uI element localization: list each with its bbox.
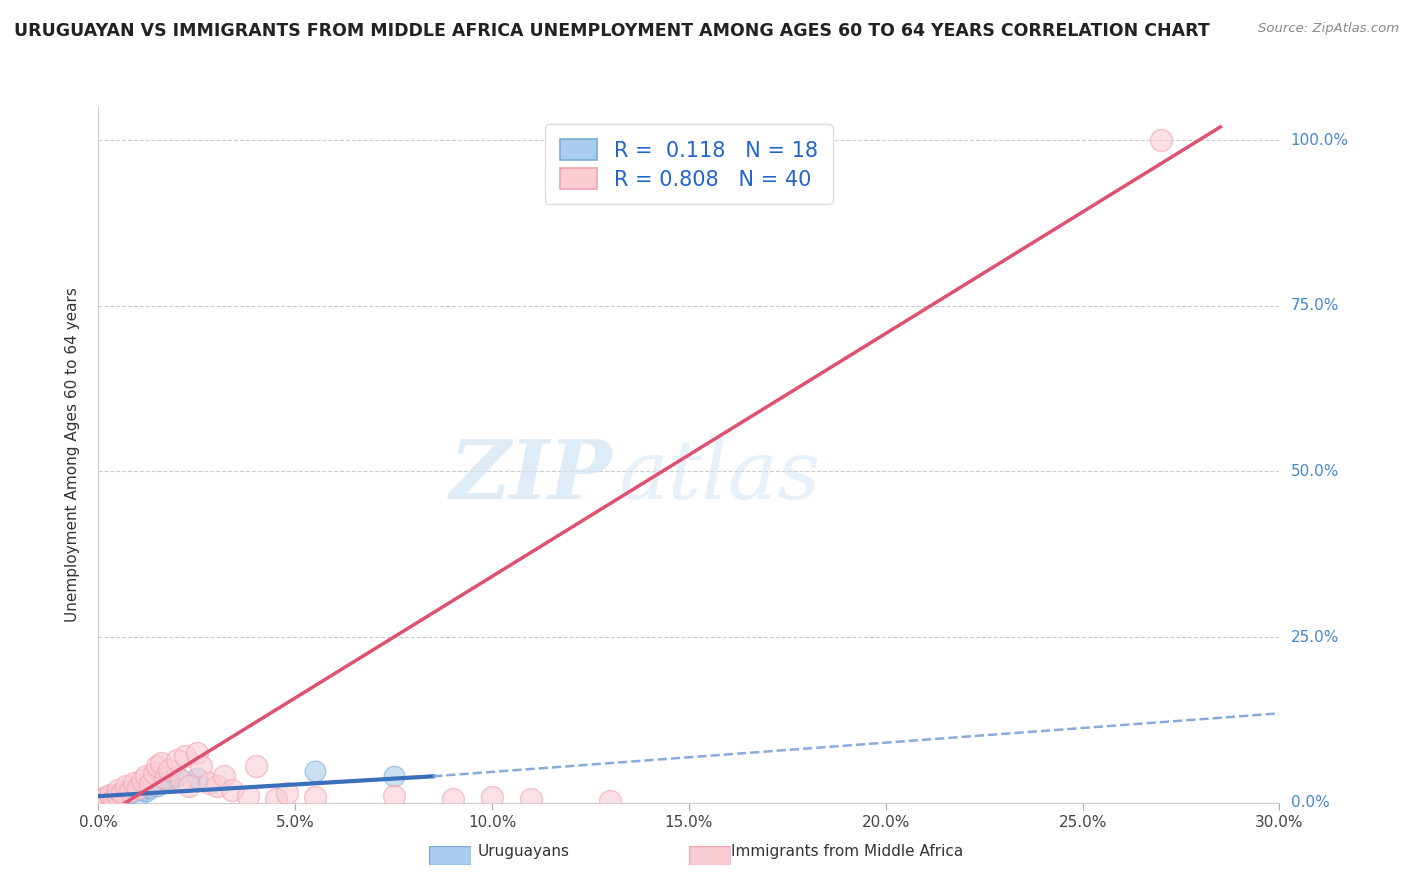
FancyBboxPatch shape (429, 846, 471, 865)
Point (150, 756, 173, 770)
Point (304, 790, 326, 805)
Point (197, 776, 219, 790)
Point (96, 790, 118, 805)
Point (264, 792, 287, 806)
Text: Source: ZipAtlas.com: Source: ZipAtlas.com (1258, 22, 1399, 36)
Point (382, 789, 405, 804)
Point (131, 782, 153, 797)
Point (131, 772, 153, 787)
Point (103, 789, 125, 804)
Point (107, 782, 129, 797)
Point (236, 789, 259, 804)
Point (96, 792, 118, 806)
Point (166, 769, 188, 783)
Point (115, 790, 138, 805)
Point (520, 792, 543, 806)
Text: 50.0%: 50.0% (1291, 464, 1339, 479)
Legend: R =  0.118   N = 18, R = 0.808   N = 40: R = 0.118 N = 18, R = 0.808 N = 40 (546, 124, 832, 204)
Text: Uruguayans: Uruguayans (478, 845, 569, 859)
Point (142, 766, 165, 780)
Point (135, 784, 157, 798)
Point (107, 789, 129, 804)
Point (103, 792, 125, 806)
Point (98, 790, 121, 805)
FancyBboxPatch shape (689, 846, 731, 865)
Point (155, 771, 177, 785)
Text: 75.0%: 75.0% (1291, 298, 1339, 313)
Point (177, 779, 200, 793)
Point (135, 769, 157, 783)
Point (111, 786, 134, 800)
Point (107, 792, 129, 806)
Y-axis label: Unemployment Among Ages 60 to 64 years: Unemployment Among Ages 60 to 64 years (65, 287, 80, 623)
Text: 100.0%: 100.0% (1291, 133, 1348, 148)
Point (481, 790, 503, 805)
Point (118, 786, 141, 800)
Point (599, 794, 621, 808)
Text: URUGUAYAN VS IMMIGRANTS FROM MIDDLE AFRICA UNEMPLOYMENT AMONG AGES 60 TO 64 YEAR: URUGUAYAN VS IMMIGRANTS FROM MIDDLE AFRI… (14, 22, 1209, 40)
Point (157, 772, 180, 787)
Point (122, 776, 145, 790)
Point (98, 788, 121, 802)
Text: ZIP: ZIP (450, 436, 612, 516)
Point (166, 753, 188, 767)
Point (150, 776, 173, 790)
Point (276, 786, 298, 800)
Text: Immigrants from Middle Africa: Immigrants from Middle Africa (731, 845, 963, 859)
Point (214, 769, 236, 783)
Text: 25.0%: 25.0% (1291, 630, 1339, 645)
Point (186, 746, 208, 760)
Point (138, 777, 160, 791)
Point (146, 779, 169, 793)
Point (221, 782, 243, 797)
Point (441, 792, 464, 806)
Point (118, 784, 141, 798)
Text: atlas: atlas (619, 436, 821, 516)
Point (245, 759, 267, 773)
Point (115, 779, 138, 793)
Point (174, 749, 197, 764)
Point (91, 792, 114, 806)
Point (157, 763, 180, 777)
Point (186, 771, 208, 785)
Point (111, 788, 134, 802)
Text: 0.0%: 0.0% (1291, 796, 1329, 810)
Point (205, 779, 228, 793)
Point (304, 764, 326, 778)
Point (127, 781, 149, 796)
Point (190, 759, 212, 773)
Point (1150, 133, 1173, 147)
Point (146, 759, 169, 773)
Point (138, 781, 160, 796)
Point (127, 789, 149, 804)
Point (170, 772, 193, 787)
Point (382, 769, 405, 783)
